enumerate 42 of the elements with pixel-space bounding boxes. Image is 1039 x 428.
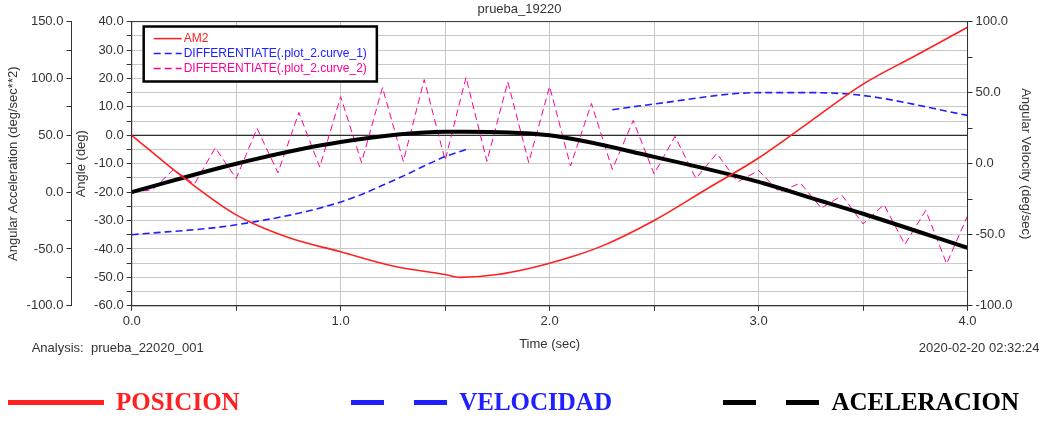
y2-tick-label: 0.0: [975, 155, 994, 171]
y-axis-title: Angle (deg): [72, 130, 88, 198]
line-series: [131, 26, 968, 279]
legend-label: AM2: [183, 30, 209, 45]
y-tick-label: 20.0: [98, 70, 124, 86]
y2-tick-label: -100.0: [975, 297, 1013, 313]
text: ACELERACION: [831, 388, 1019, 416]
y2-tick-label: 50.0: [975, 84, 1001, 100]
x-axis-title: Time (sec): [519, 335, 581, 351]
y3-tick-label: 50.0: [38, 126, 64, 142]
x-tick-label: 2.0: [540, 313, 559, 329]
text: POSICION: [116, 388, 240, 416]
y-tick-label: -10.0: [94, 155, 124, 171]
y3-tick-label: 0.0: [45, 183, 64, 199]
y2-tick-label: 100.0: [975, 13, 1009, 29]
legend-label: DIFFERENTIATE(.plot_2.curve_1): [183, 45, 367, 60]
y-tick-label: 40.0: [98, 13, 124, 29]
y3-tick-label: -100.0: [26, 297, 64, 313]
y-tick-label: -30.0: [94, 212, 124, 228]
line-series: [131, 129, 968, 250]
text: VELOCIDAD: [459, 388, 612, 416]
y-tick-label: -20.0: [94, 183, 124, 199]
y3-axis-title: Angular Acceleration (deg/sec**2): [5, 66, 21, 261]
y-tick-label: -60.0: [94, 297, 124, 313]
y-tick-label: 30.0: [98, 41, 124, 57]
y3-tick-label: 150.0: [30, 13, 64, 29]
y-tick-label: -40.0: [94, 240, 124, 256]
text: 2020-02-20 02:32:24: [918, 339, 1039, 355]
legend-label: DIFFERENTIATE(.plot_2.curve_2): [183, 60, 367, 75]
y3-tick-label: 100.0: [30, 70, 64, 86]
x-tick-label: 1.0: [331, 313, 350, 329]
y3-tick-label: -50.0: [33, 240, 64, 256]
x-tick-label: 0.0: [122, 313, 141, 329]
chart-title: prueba_19220: [477, 1, 562, 17]
text: Analysis: prueba_22020_001: [31, 339, 204, 355]
y2-tick-label: -50.0: [975, 226, 1006, 242]
x-tick-label: 3.0: [749, 313, 768, 329]
y-tick-label: -50.0: [94, 268, 124, 284]
y2-axis-title: Angular Velocity (deg/sec): [1018, 88, 1034, 240]
y-tick-label: 0.0: [105, 126, 124, 142]
x-tick-label: 4.0: [958, 313, 977, 329]
y-tick-label: 10.0: [98, 98, 124, 114]
